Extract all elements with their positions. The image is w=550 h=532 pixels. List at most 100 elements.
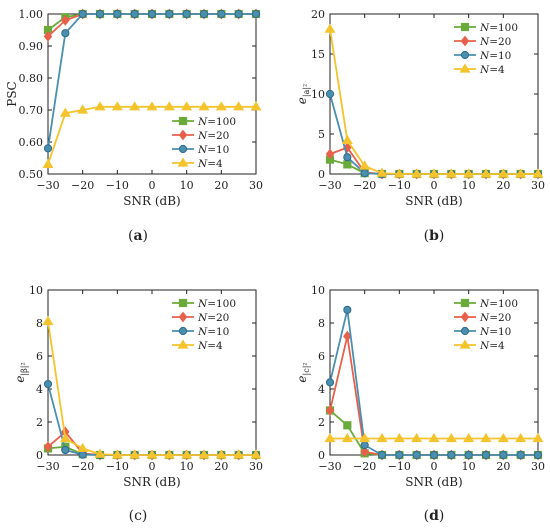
legend-marker [460,22,470,32]
x-tick-label: 10 [180,460,194,473]
x-tick-label: −10 [106,460,129,473]
legend-label: N=10 [479,50,511,62]
data-point [411,168,423,178]
data-point [129,101,141,111]
y-tick-label: 0 [36,449,43,462]
data-point [113,9,122,19]
data-point [497,432,509,443]
x-tick-label: 10 [462,460,476,473]
x-tick-label: 10 [180,179,194,192]
legend-marker [178,129,188,141]
y-tick-label: 0 [318,168,325,181]
legend-marker [178,298,188,308]
y-tick-label: 4 [36,383,43,396]
legend-marker [460,326,470,336]
data-point [532,432,544,443]
legend-label: N=20 [479,312,511,324]
y-tick-label: 10 [311,88,325,101]
y-tick-label: 10 [29,284,43,297]
data-point [165,9,174,19]
data-point [325,89,335,99]
data-point [199,9,209,19]
y-tick-label: 6 [36,350,43,363]
x-axis-label: SNR (dB) [405,194,462,208]
data-point [111,101,123,111]
series-N10 [325,305,543,460]
data-point [324,432,336,443]
data-point [325,405,335,416]
data-point [445,432,457,443]
series-N4 [42,101,262,168]
y-axis-label: e|a|² [295,84,311,104]
series-line [47,321,256,456]
data-point [43,441,53,453]
legend-label: N=4 [479,64,505,76]
x-tick-label: −20 [71,179,94,192]
legend: N=100 N=20 N=10 N=4 [172,116,236,170]
y-axis-label-sub: |c|² [302,362,311,375]
x-tick-label: 20 [214,460,228,473]
data-point [516,450,525,460]
legend-label: N=4 [197,158,223,170]
data-point [198,449,210,459]
legend-marker [460,298,470,308]
data-point [343,305,352,314]
legend-marker [178,116,188,126]
data-point [360,446,369,458]
data-point [343,421,352,430]
data-point [447,450,456,460]
data-point [464,450,473,460]
series-line [47,383,256,456]
legend-label: N=20 [197,130,229,142]
x-tick-label: 30 [249,179,263,192]
series-line [47,13,256,149]
data-point [481,450,491,460]
legend-label: N=20 [197,312,229,324]
legend-marker [460,35,470,47]
panel-label: (d) [424,508,445,524]
data-point [377,450,387,460]
y-tick-label: 0 [318,449,325,462]
series-N4 [324,432,544,443]
y-tick-label: 4 [318,383,325,396]
data-point [78,9,87,19]
data-point [234,9,243,19]
x-tick-label: −10 [106,179,129,192]
data-point [129,449,141,459]
data-point [95,9,105,19]
x-tick-label: 20 [496,460,510,473]
data-point [233,101,245,111]
data-point [215,449,227,459]
data-point [78,450,87,459]
legend-marker [459,63,471,73]
data-point [341,134,353,144]
data-point [376,167,388,177]
legend-label: N=20 [479,36,511,48]
data-point [499,450,508,460]
legend-label: N=4 [197,340,223,352]
y-axis-label: e|c|² [295,362,311,382]
y-tick-label: 2 [318,416,325,429]
legend-label: N=10 [197,144,229,156]
data-point [59,432,71,443]
data-point [393,432,405,443]
y-tick-label: 20 [311,8,325,21]
legend: N=100 N=20 N=10 N=4 [454,22,518,76]
y-axis-label-base: e [13,376,27,383]
x-tick-label: 0 [431,460,438,473]
data-point [412,450,421,460]
data-point [77,442,89,452]
data-point [43,144,53,153]
data-point [61,445,70,455]
y-tick-label: 1.00 [19,8,44,21]
data-point [360,169,369,178]
data-point [94,101,106,111]
x-axis-label: SNR (dB) [123,194,180,208]
legend-label: N=100 [197,116,236,128]
data-point [146,101,158,111]
data-point [182,9,191,19]
data-point [181,101,193,111]
x-tick-label: −30 [318,179,341,192]
